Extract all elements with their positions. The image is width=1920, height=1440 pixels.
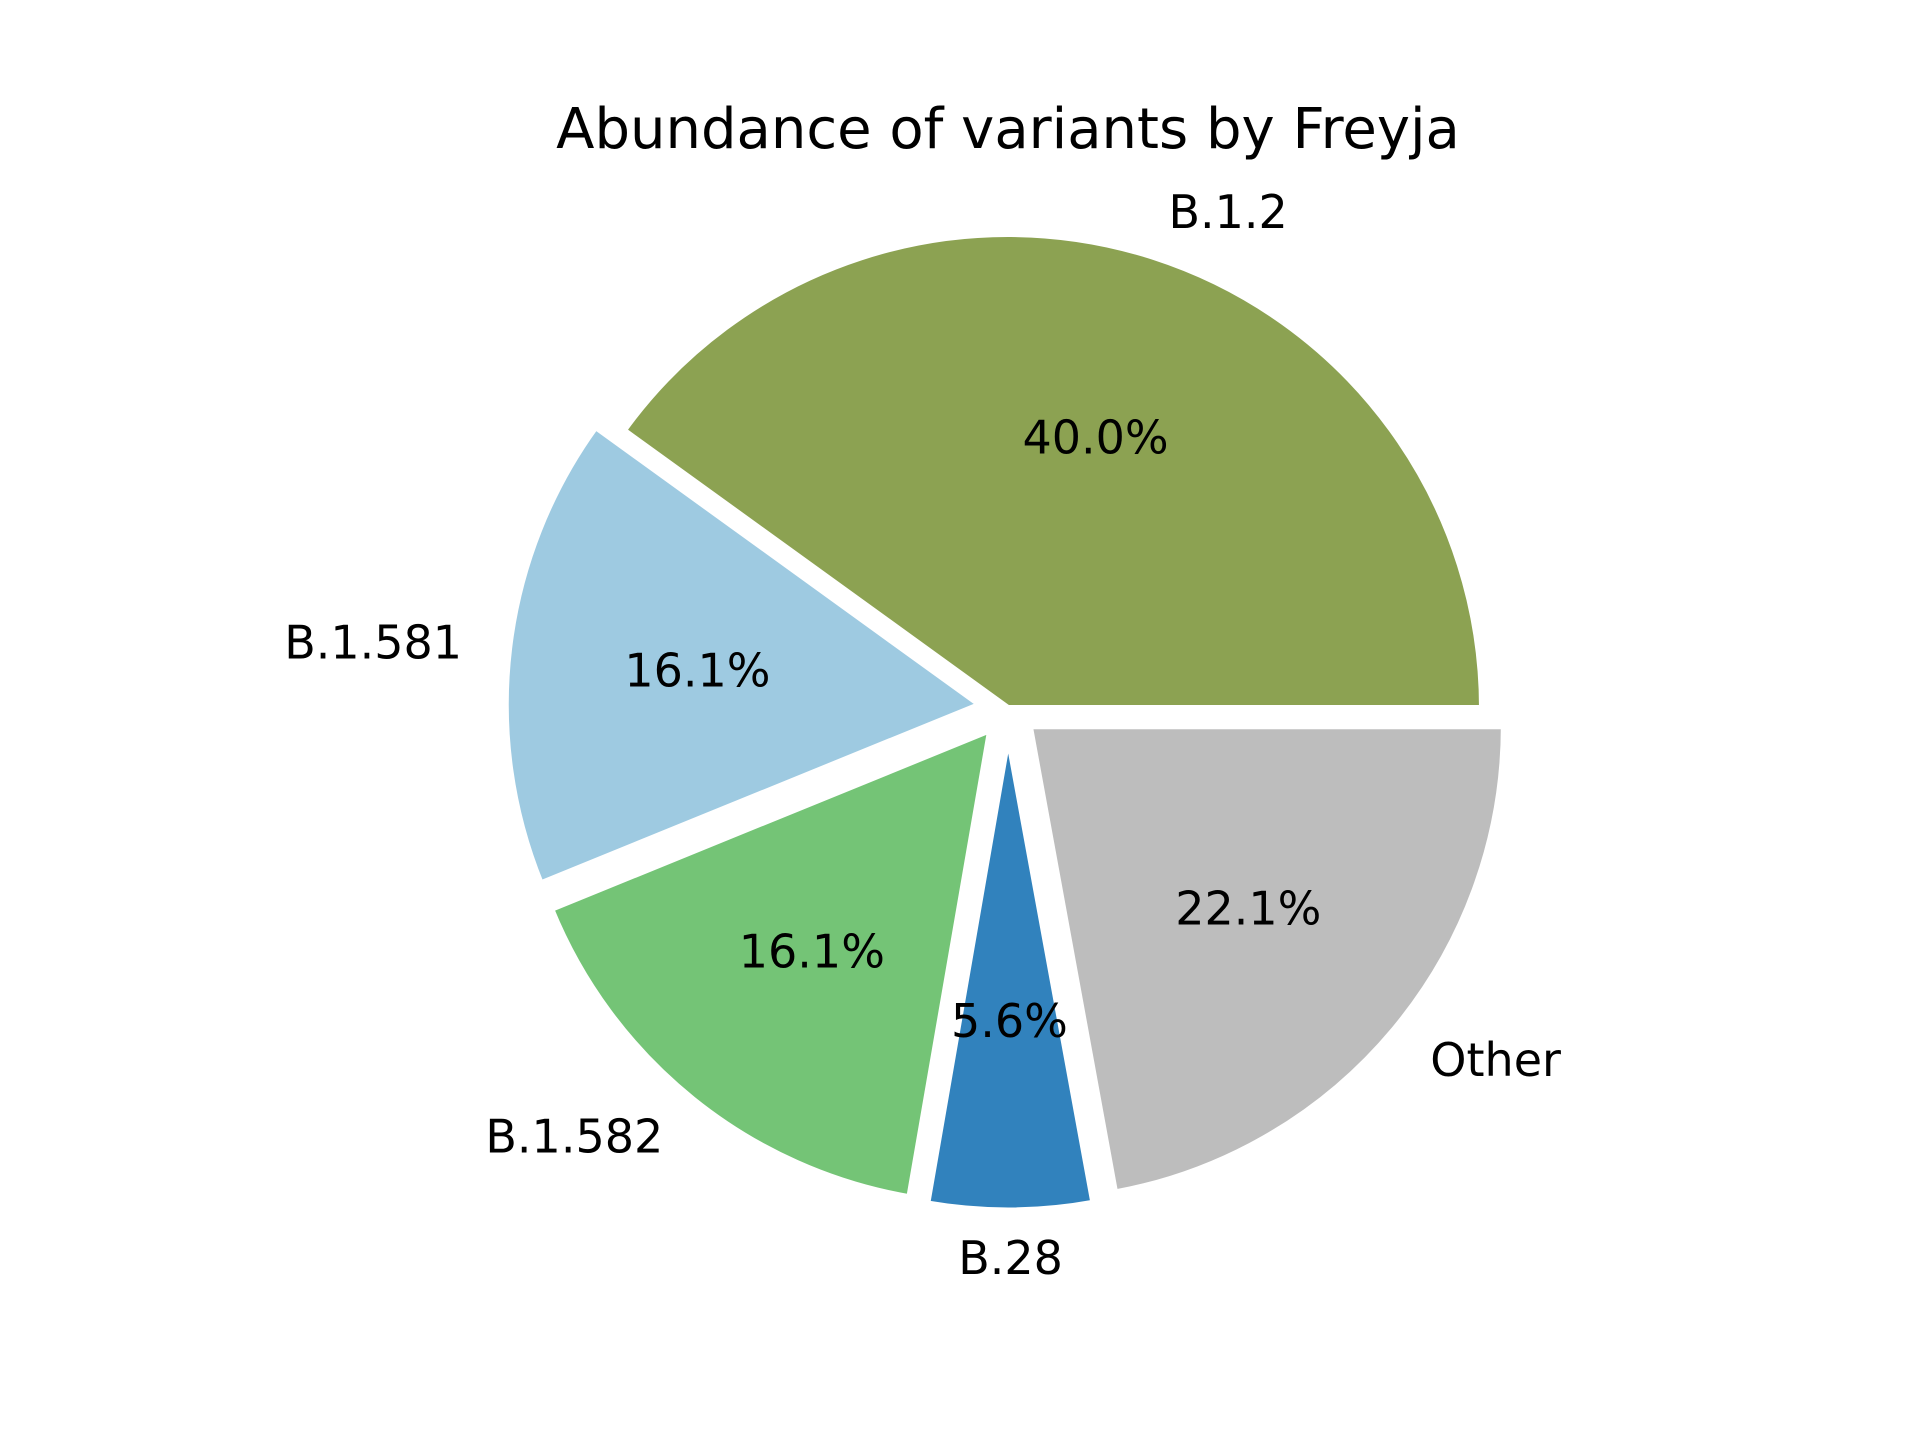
slice-b-1-2	[620, 231, 1485, 711]
slice-b-1-582	[548, 727, 994, 1201]
pie-slices	[502, 231, 1507, 1214]
pie-labels: 40.0% B.1.2 16.1% B.1.581 16.1% B.1.582 5.6% B.…	[284, 185, 1561, 1285]
chart-title: Abundance of variants by Freyja	[556, 97, 1460, 162]
slice-b-28	[924, 733, 1097, 1214]
pct-label-b-28: 5.6%	[951, 994, 1068, 1048]
pct-label-b-1-2: 40.0%	[1022, 410, 1168, 464]
slice-label-other: Other	[1430, 1033, 1561, 1087]
slice-label-b-1-2: B.1.2	[1168, 185, 1287, 239]
pct-label-b-1-582: 16.1%	[739, 925, 885, 979]
slice-label-b-28: B.28	[958, 1231, 1063, 1285]
slice-label-b-1-581: B.1.581	[284, 615, 462, 669]
slice-b-1-581	[502, 423, 983, 887]
slice-other	[1026, 723, 1507, 1196]
pct-label-other: 22.1%	[1175, 881, 1321, 935]
pct-label-b-1-581: 16.1%	[624, 644, 770, 698]
slice-label-b-1-582: B.1.582	[485, 1109, 663, 1163]
